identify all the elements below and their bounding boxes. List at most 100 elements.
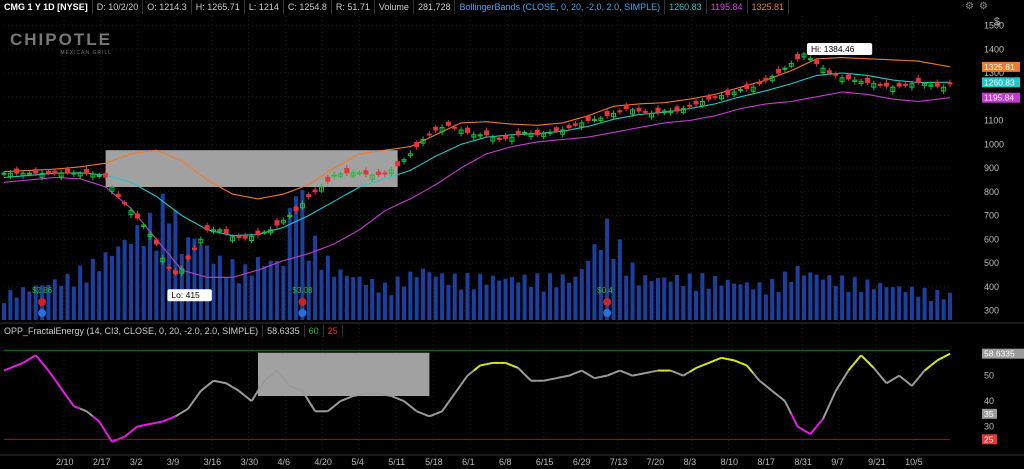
candle-body <box>896 82 902 87</box>
volume-bar <box>751 289 756 320</box>
earnings-icon <box>38 309 47 317</box>
volume-bar <box>27 291 32 320</box>
volume-bar <box>236 283 241 320</box>
candle-body <box>179 268 185 274</box>
settings-icon[interactable]: ⚙ <box>965 1 974 12</box>
candle-body <box>807 58 813 61</box>
volume-title: Volume <box>375 0 414 14</box>
fractal-energy-segment <box>815 418 824 428</box>
bb-upper-value: 1325.81 <box>748 0 790 14</box>
y-tick-label: 1300 <box>984 68 1004 78</box>
x-tick-label: 8/31 <box>794 457 812 467</box>
volume-bar <box>103 252 108 320</box>
volume-bar <box>230 259 235 320</box>
volume-bar <box>827 275 832 320</box>
fractal-energy-segment <box>66 396 75 407</box>
bollinger-study-label[interactable]: BollingerBands (CLOSE, 0, 20, -2.0, 2.0,… <box>455 0 666 14</box>
company-logo: CHIPOTLE MEXICAN GRILL <box>10 30 112 56</box>
volume-bar <box>484 284 489 320</box>
candle-body <box>763 77 769 81</box>
candle-body <box>128 210 134 216</box>
candle-body <box>547 131 553 134</box>
volume-bar <box>814 274 819 320</box>
symbol-label[interactable]: CMG 1 Y 1D [NYSE] <box>0 0 93 14</box>
volume-bar <box>395 276 400 320</box>
fractal-energy-segment <box>549 377 557 381</box>
close-label: C: 1254.8 <box>284 0 332 14</box>
volume-bar <box>46 285 51 320</box>
fractal-energy-segment <box>917 369 926 379</box>
volume-bar <box>948 292 952 320</box>
high-label: H: 1265.71 <box>192 0 245 14</box>
x-tick-label: 6/8 <box>499 457 512 467</box>
fractal-energy-segment <box>587 373 595 380</box>
fractal-energy-segment <box>257 380 266 392</box>
candle-body <box>731 91 737 95</box>
gear-icon[interactable]: ⚙ <box>979 1 988 12</box>
fractal-energy-segment <box>403 400 411 407</box>
candle-body <box>84 168 90 175</box>
range-label: R: 51.71 <box>332 0 375 14</box>
fractal-energy-segment <box>137 424 144 428</box>
fractal-energy-segment <box>733 359 741 364</box>
candle-body <box>458 129 464 134</box>
earnings-icon <box>603 309 612 317</box>
fractal-energy-segment <box>53 378 62 389</box>
volume-bar <box>306 260 311 320</box>
fractal-energy-segment <box>638 372 646 376</box>
fractal-energy-study-label[interactable]: OPP_FractalEnergy (14, CI3, CLOSE, 0, 20… <box>0 325 264 337</box>
volume-bar <box>128 243 133 320</box>
candle-body <box>318 186 324 192</box>
y-tick-label: 600 <box>984 234 999 244</box>
candle-body <box>331 174 337 177</box>
candle-body <box>922 83 928 87</box>
candle-body <box>591 118 597 121</box>
volume-bar <box>890 287 895 320</box>
fractal-energy-segment <box>359 392 367 396</box>
y-tick-label: 1400 <box>984 44 1004 54</box>
candle-body <box>947 82 953 85</box>
fractal-energy-segment <box>124 430 132 438</box>
fractal-energy-segment <box>860 354 869 363</box>
volume-bar <box>389 295 394 320</box>
candle-body <box>166 266 172 269</box>
volume-bar <box>744 282 749 320</box>
fractal-energy-segment <box>352 393 360 397</box>
fractal-energy-segment <box>619 369 627 375</box>
fractal-energy-segment <box>556 375 563 380</box>
fractal-energy-segment <box>466 369 475 377</box>
volume-bar <box>65 273 70 320</box>
logo-name: CHIPOTLE <box>10 30 112 49</box>
fractal-energy-segment <box>111 438 119 443</box>
dividend-icon <box>298 298 307 306</box>
candle-body <box>585 116 591 121</box>
fractal-energy-segment <box>511 364 519 369</box>
fractal-energy-segment <box>79 407 87 413</box>
volume-bar <box>217 255 222 320</box>
fractal-energy-segment <box>911 377 920 387</box>
volume-value: 281,728 <box>414 0 456 14</box>
fractal-energy-segment <box>682 370 691 377</box>
fractal-energy-segment <box>117 435 126 441</box>
fractal-energy-segment <box>295 387 303 392</box>
low-label: L: 1214 <box>245 0 284 14</box>
fractal-energy-segment <box>16 361 24 367</box>
fractal-energy-segment <box>422 412 430 418</box>
fractal-energy-segment <box>384 393 392 397</box>
volume-bar <box>490 275 495 320</box>
fractal-energy-segment <box>828 390 837 406</box>
fractal-energy-segment <box>193 390 202 401</box>
volume-bar <box>325 255 330 320</box>
fractal-energy-segment <box>676 372 684 377</box>
volume-bar <box>135 225 140 320</box>
candle-body <box>661 110 667 114</box>
volume-bar <box>116 246 121 320</box>
volume-bar <box>167 223 172 320</box>
candle-body <box>90 173 96 178</box>
candle-body <box>236 235 242 238</box>
candle-body <box>20 172 26 177</box>
fractal-energy-segment <box>613 369 621 375</box>
volume-bar <box>109 255 114 320</box>
candle-body <box>534 129 540 136</box>
